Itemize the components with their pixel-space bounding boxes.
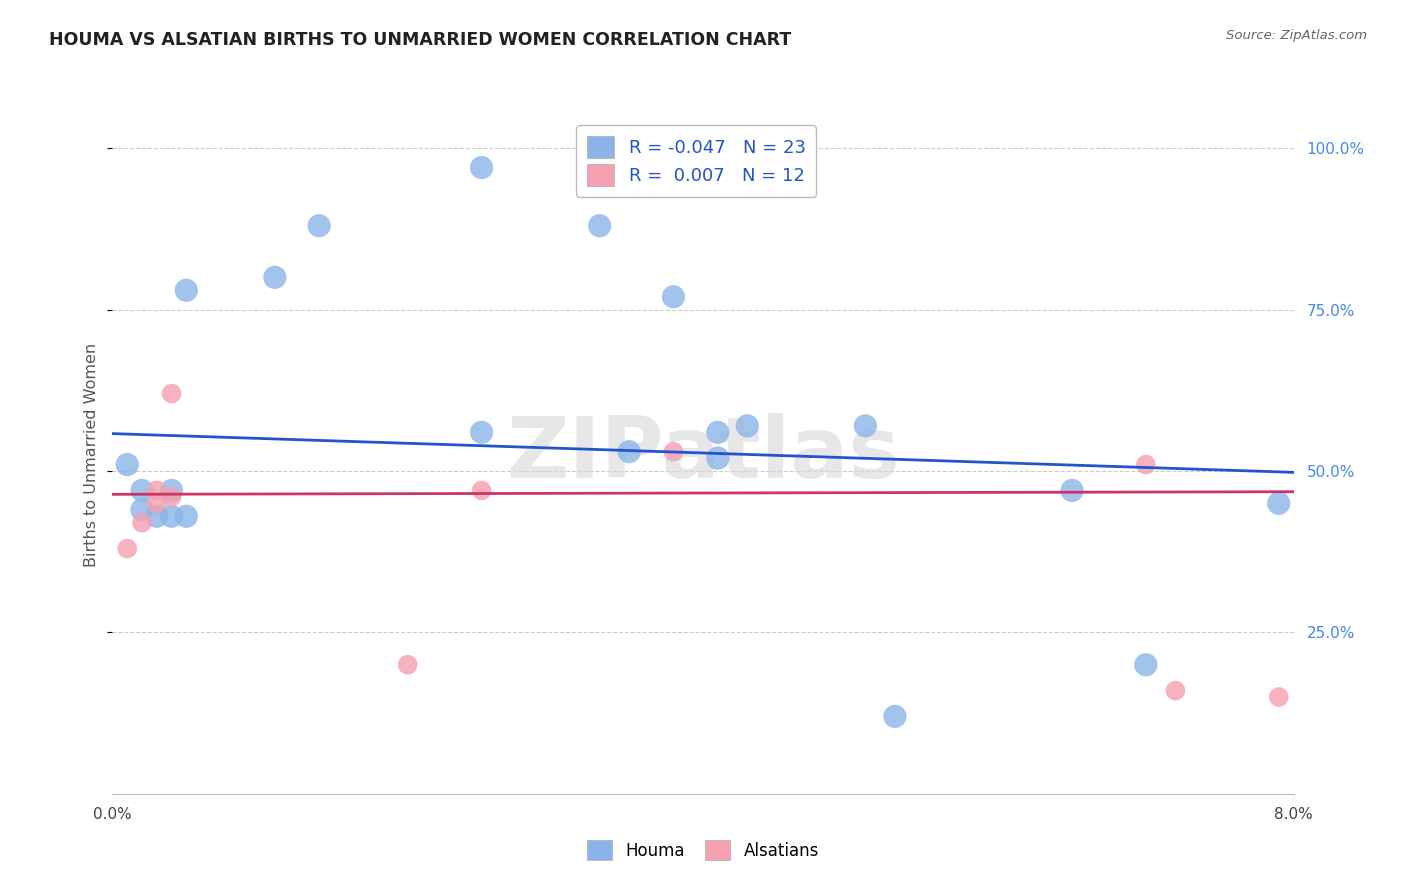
Point [174,283,197,297]
Point [619,444,641,458]
Point [737,418,759,433]
Text: HOUMA VS ALSATIAN BIRTHS TO UNMARRIED WOMEN CORRELATION CHART: HOUMA VS ALSATIAN BIRTHS TO UNMARRIED WO… [49,31,792,49]
Point [884,709,907,723]
Point [1135,458,1157,472]
Point [471,483,494,498]
Point [160,386,183,401]
Legend: Houma, Alsatians: Houma, Alsatians [581,833,825,867]
Text: Source: ZipAtlas.com: Source: ZipAtlas.com [1226,29,1367,42]
Point [1268,690,1291,704]
Y-axis label: Births to Unmarried Women: Births to Unmarried Women [84,343,100,567]
Point [1164,683,1187,698]
Point [117,458,138,472]
Point [160,483,183,498]
Point [707,425,730,440]
Point [1268,496,1291,510]
Point [396,657,419,672]
Point [146,496,169,510]
Point [853,418,877,433]
Point [131,503,153,517]
Point [588,219,610,233]
Point [131,483,153,498]
Point [662,444,685,458]
Point [1062,483,1084,498]
Point [160,490,183,504]
Point [160,509,183,524]
Point [308,219,330,233]
Point [131,516,153,530]
Point [662,290,685,304]
Point [1135,657,1157,672]
Point [471,161,494,175]
Point [707,451,730,466]
Point [174,509,197,524]
Text: ZIPatlas: ZIPatlas [506,413,900,497]
Point [146,509,169,524]
Point [146,483,169,498]
Point [264,270,287,285]
Point [117,541,138,556]
Point [471,425,494,440]
